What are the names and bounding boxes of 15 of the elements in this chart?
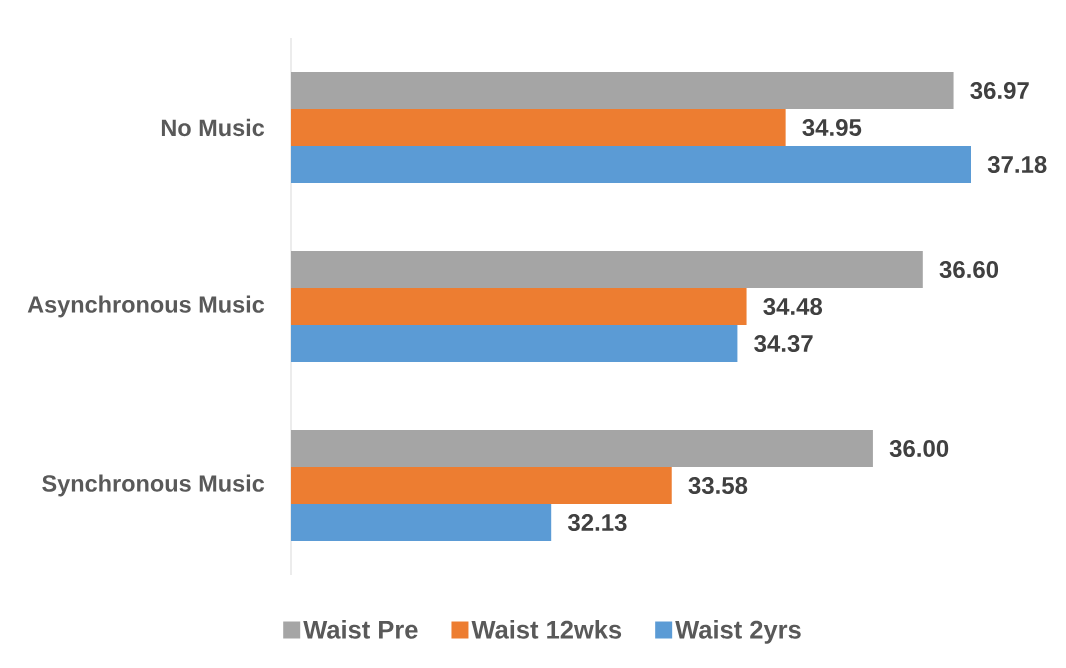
data-label: 36.97 bbox=[970, 81, 1029, 100]
data-label: 32.13 bbox=[567, 513, 627, 532]
legend-label: Waist 2yrs bbox=[675, 620, 801, 644]
data-label: 36.60 bbox=[939, 260, 999, 279]
legend-label: Waist Pre bbox=[303, 620, 418, 639]
y-tick-label: No Music bbox=[161, 118, 265, 137]
data-label: 33.58 bbox=[688, 476, 748, 495]
y-tick-label: Synchronous Music bbox=[42, 474, 265, 497]
data-label: 34.37 bbox=[754, 334, 813, 353]
data-label: 34.48 bbox=[763, 297, 823, 316]
y-tick-label: Asynchronous Music bbox=[27, 295, 265, 318]
data-label: 36.00 bbox=[889, 439, 949, 458]
data-label: 37.18 bbox=[987, 155, 1047, 174]
legend-label: Waist 12wks bbox=[471, 620, 622, 639]
data-label: 34.95 bbox=[802, 118, 862, 137]
